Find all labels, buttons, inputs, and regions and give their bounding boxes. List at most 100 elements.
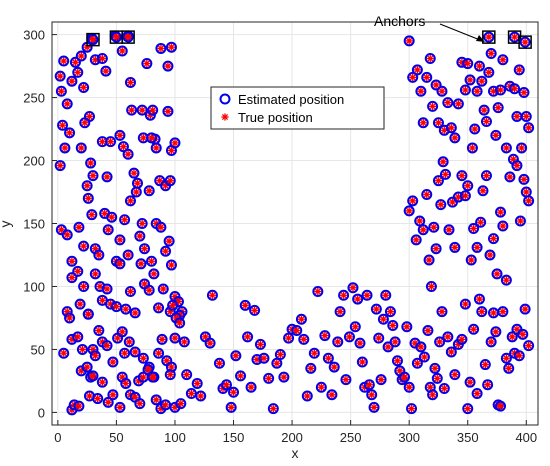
estimated-position-point (89, 350, 101, 362)
true-position-point (222, 381, 231, 389)
true-position-point (493, 270, 501, 278)
estimated-position-point (100, 65, 112, 77)
estimated-position-point (153, 302, 165, 314)
true-position-point (508, 333, 516, 341)
estimated-position-point (263, 372, 275, 384)
true-position-point (65, 314, 74, 322)
true-position-point (68, 77, 76, 85)
anchors-annotation: Anchors (374, 13, 425, 29)
true-position-point (85, 392, 94, 400)
estimated-position-point (487, 233, 499, 245)
estimated-position-point (421, 189, 433, 201)
true-position-point (425, 256, 433, 264)
estimated-position-point (55, 85, 67, 97)
true-position-point (307, 364, 315, 372)
estimated-position-point (124, 286, 136, 298)
estimated-position-point (473, 60, 485, 72)
true-position-point (405, 37, 413, 45)
true-position-point (417, 87, 425, 95)
true-position-point (136, 232, 144, 240)
estimated-position-point (377, 313, 389, 325)
y-tick-label: 100 (23, 279, 45, 294)
estimated-position-point (89, 54, 101, 66)
estimated-position-point (120, 303, 132, 315)
estimated-position-point (96, 53, 108, 65)
true-position-point (77, 52, 85, 60)
true-position-point (149, 106, 157, 114)
estimated-position-point (380, 289, 392, 301)
true-position-point (297, 315, 306, 323)
true-position-point (56, 161, 64, 170)
estimated-position-point (146, 255, 158, 267)
estimated-position-point (403, 381, 415, 393)
estimated-position-point (417, 224, 429, 236)
estimated-position-point (487, 85, 499, 97)
true-position-point (108, 213, 116, 221)
estimated-position-point (213, 357, 225, 369)
true-position-point (496, 402, 505, 410)
true-position-point (475, 295, 484, 303)
true-position-point (413, 359, 421, 367)
estimated-position-point (146, 132, 158, 144)
estimated-position-point (295, 313, 307, 325)
true-position-point (145, 286, 153, 294)
estimated-position-point (368, 401, 380, 413)
legend-estimated-label: Estimated position (238, 92, 344, 107)
estimated-position-point (435, 199, 447, 211)
true-position-point (116, 236, 124, 244)
estimated-position-point (79, 117, 91, 129)
true-position-point (98, 54, 106, 63)
estimated-position-point (230, 350, 242, 362)
estimated-position-point (82, 308, 94, 320)
true-position-point (473, 87, 481, 95)
true-position-point (91, 352, 99, 360)
true-position-point (75, 223, 83, 231)
x-tick-label: 400 (515, 430, 537, 445)
true-position-point (157, 44, 165, 53)
true-position-point (522, 188, 530, 196)
estimated-position-point (102, 224, 114, 236)
estimated-position-point (347, 282, 359, 294)
true-position-point (416, 217, 424, 225)
estimated-position-point (124, 195, 136, 207)
estimated-position-point (162, 105, 174, 117)
y-tick-label: 50 (31, 342, 45, 357)
estimated-position-point (462, 180, 474, 192)
true-position-point (445, 226, 453, 234)
estimated-position-point (407, 195, 419, 207)
estimated-position-point (153, 347, 165, 359)
x-tick-label: 150 (223, 430, 245, 445)
true-position-point (197, 392, 205, 400)
true-position-point (61, 144, 69, 152)
estimated-position-point (415, 85, 427, 97)
true-position-point (60, 57, 68, 65)
true-position-point (525, 197, 533, 205)
true-position-point (158, 335, 166, 343)
true-position-point (144, 365, 152, 374)
estimated-position-point (160, 245, 172, 257)
estimated-position-point (54, 70, 66, 82)
true-position-point (95, 326, 103, 335)
true-position-point (126, 78, 135, 87)
true-position-point (138, 219, 146, 228)
true-position-point (131, 309, 139, 317)
true-position-point (276, 350, 284, 359)
true-position-point (68, 274, 76, 282)
true-position-point (363, 291, 371, 299)
estimated-position-point (389, 336, 401, 348)
true-position-point (433, 374, 441, 383)
estimated-position-point (254, 338, 266, 350)
estimated-position-point (105, 136, 117, 148)
estimated-position-point (249, 304, 261, 316)
true-position-point (403, 323, 411, 331)
estimated-position-point (449, 369, 461, 381)
x-tick-label: 300 (398, 430, 420, 445)
estimated-position-point (442, 97, 454, 109)
true-position-point (171, 334, 179, 342)
true-position-point (167, 261, 176, 269)
estimated-position-point (406, 403, 418, 415)
true-position-point (475, 62, 484, 70)
estimated-position-point (411, 64, 423, 76)
estimated-position-point (466, 142, 478, 154)
true-position-point (400, 373, 409, 381)
